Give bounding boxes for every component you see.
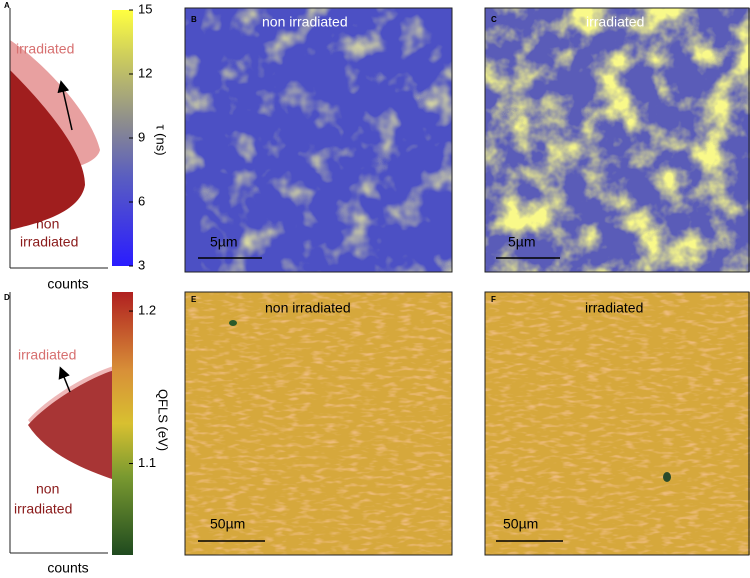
x-axis-label: counts	[47, 276, 88, 292]
annotation: irradiated	[18, 347, 76, 363]
frame	[484, 291, 750, 556]
arrow	[57, 80, 73, 131]
map-texture	[485, 8, 750, 272]
annotation: irradiated	[20, 234, 78, 250]
spot	[229, 320, 237, 326]
colorbar	[112, 292, 133, 555]
panel-label: B	[191, 15, 197, 24]
map-texture	[185, 292, 452, 555]
map-title: non irradiated	[265, 300, 351, 316]
colorbar-tick-label: 1.2	[138, 302, 156, 317]
panel-label: D	[4, 293, 10, 302]
colorbar-tick-label: 1.1	[138, 455, 156, 470]
colorbar-label: QFLS (eV)	[156, 389, 171, 451]
colorbar-tick-label: 15	[138, 1, 152, 16]
frame	[184, 291, 453, 556]
histogram-d: D irradiated non irradiated counts	[4, 292, 118, 576]
arrow	[58, 366, 71, 393]
colorbar-tick-label: 9	[138, 129, 145, 144]
colorbar-tick-label: 6	[138, 193, 145, 208]
map-texture	[185, 8, 452, 272]
panel-label: C	[491, 15, 497, 24]
map-title: non irradiated	[262, 14, 348, 30]
scale-label: 50µm	[210, 516, 245, 532]
histogram-a: A irradiated non irradiated counts	[4, 1, 108, 292]
frame	[484, 7, 750, 273]
scale-label: 5µm	[210, 234, 238, 250]
frame	[184, 7, 453, 273]
map-texture	[485, 292, 750, 555]
scale-label: 5µm	[508, 234, 536, 250]
map-f: F irradiated 50µm	[484, 291, 750, 556]
map-b: B non irradiated 5µm	[184, 7, 453, 273]
hist-non-irradiated	[10, 70, 85, 230]
annotation: irradiated	[14, 501, 72, 517]
map-e: E non irradiated 50µm	[184, 291, 453, 556]
colorbar-tick-label: 3	[138, 257, 145, 272]
scale-label: 50µm	[503, 516, 538, 532]
annotation: irradiated	[16, 41, 74, 57]
x-axis-label: counts	[47, 560, 88, 576]
spot	[663, 472, 671, 482]
panel-label: A	[4, 1, 10, 10]
colorbar	[112, 10, 133, 266]
map-title: irradiated	[585, 300, 643, 316]
map-c: C irradiated 5µm	[484, 7, 750, 273]
panel-label: E	[191, 295, 197, 304]
hist-non-irradiated	[28, 370, 115, 480]
colorbar-tick-label: 12	[138, 65, 152, 80]
map-title: irradiated	[586, 14, 644, 30]
panel-label: F	[491, 295, 496, 304]
annotation: non	[36, 481, 59, 497]
colorbar-label: τ (ns)	[154, 124, 169, 155]
annotation: non	[36, 216, 59, 232]
